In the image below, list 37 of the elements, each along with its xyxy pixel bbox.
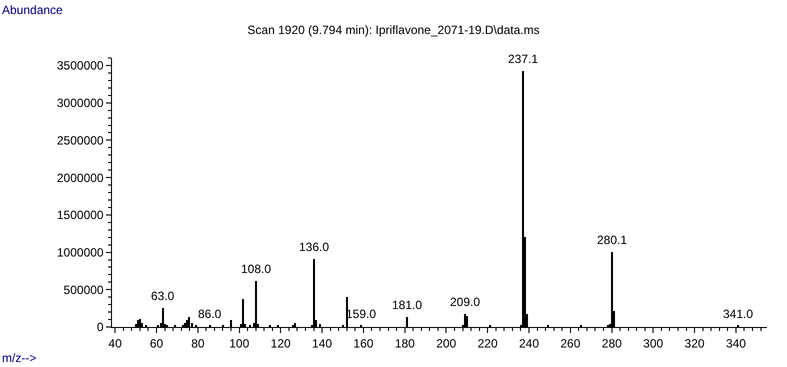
y-tick-label: 1000000 [56,245,104,260]
x-tick-label: 260 [560,336,581,350]
annotation: 136.0 [299,240,330,254]
x-axis-title: m/z--> [2,351,36,365]
x-tick-label: 120 [270,336,291,350]
x-tick-label: 40 [108,336,122,350]
y-tick-label: 3000000 [56,96,104,110]
y-tick-label: 1500000 [56,208,104,222]
annotation: 159.0 [346,307,376,321]
annotation: 237.1 [508,52,538,66]
x-tick-label: 80 [191,336,205,350]
annotation: 63.0 [151,289,175,303]
y-tick-label: 2000000 [56,170,104,185]
x-tick-label: 200 [436,336,457,350]
y-tick-label: 2500000 [56,133,104,148]
y-axis-title: Abundance [2,3,64,17]
x-tick-label: 220 [478,336,498,350]
x-tick-label: 240 [518,336,540,350]
x-tick-label: 340 [726,336,746,350]
annotation: 209.0 [450,295,480,309]
annotation: 341.0 [723,307,754,321]
x-tick-label: 280 [602,336,622,350]
x-tick-label: 300 [643,336,664,350]
annotation: 280.1 [597,233,628,247]
x-tick-label: 60 [150,336,164,350]
x-tick-label: 180 [394,336,416,350]
x-tick-label: 320 [684,336,705,350]
annotation: 108.0 [241,262,272,276]
y-tick-label: 500000 [64,282,104,297]
x-tick-label: 160 [353,336,374,350]
annotation: 86.0 [198,307,222,321]
y-tick-label: 0 [96,320,104,334]
x-tick-label: 100 [229,336,250,350]
annotation: 181.0 [392,298,422,312]
x-tick-label: 140 [312,336,332,350]
y-tick-label: 3500000 [56,58,104,73]
chart-title: Scan 1920 (9.794 min): Ipriflavone_2071-19.D\data.ms [247,23,540,38]
